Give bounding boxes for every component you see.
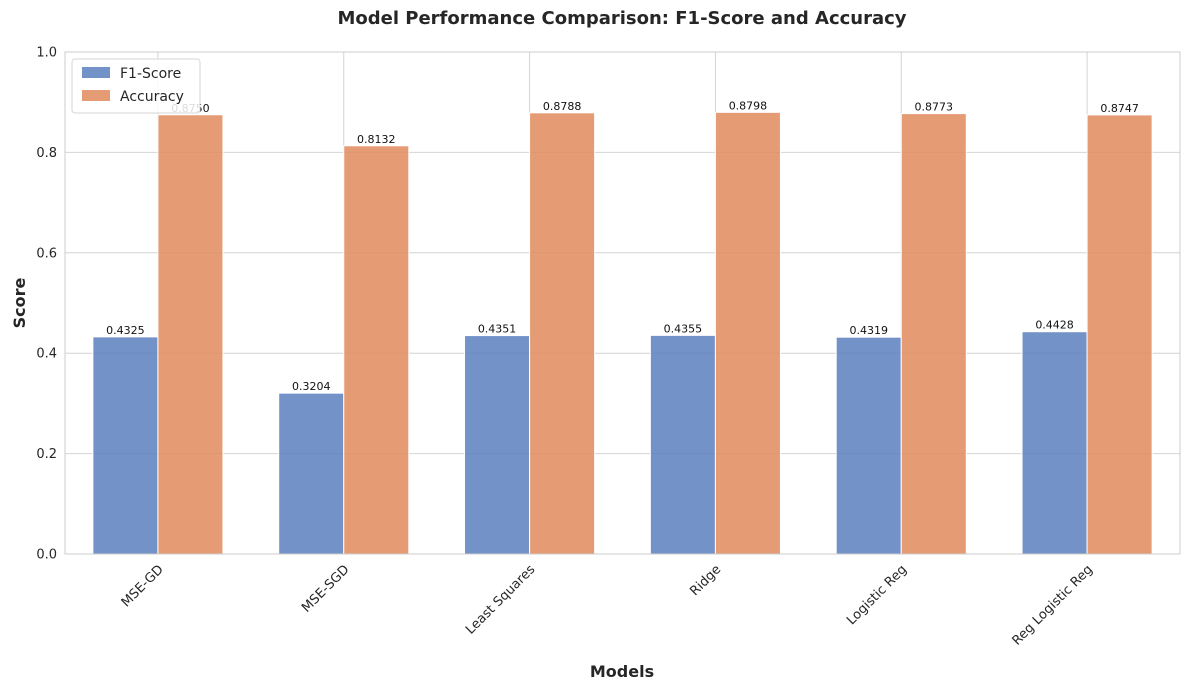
grid bbox=[65, 51, 1180, 555]
bar-value-label: 0.8747 bbox=[1100, 102, 1139, 115]
bar-value-label: 0.4428 bbox=[1035, 319, 1074, 332]
legend-label: Accuracy bbox=[120, 89, 184, 105]
y-tick-label: 0.0 bbox=[36, 548, 57, 563]
x-tick-label: MSE-SGD bbox=[299, 562, 353, 616]
bar-value-label: 0.8788 bbox=[543, 100, 582, 113]
bar-accuracy bbox=[157, 114, 224, 555]
bar-value-label: 0.8132 bbox=[357, 133, 396, 146]
bars: 0.4325 0.3204 0.4351 0.4355 0.4319 0.4428 0.87… bbox=[92, 99, 1153, 555]
x-tick-label: MSE-GD bbox=[119, 562, 167, 610]
bar-f1-score bbox=[92, 336, 159, 555]
y-tick-label: 0.6 bbox=[36, 246, 57, 261]
bar-accuracy bbox=[714, 111, 781, 555]
bar-accuracy bbox=[1086, 114, 1153, 555]
bar-f1-score bbox=[464, 335, 531, 555]
legend-label: F1-Score bbox=[120, 66, 181, 82]
legend-swatch bbox=[82, 67, 110, 78]
bar-value-label: 0.4351 bbox=[478, 323, 517, 336]
bar-accuracy bbox=[343, 145, 410, 555]
bar-f1-score bbox=[1021, 331, 1088, 555]
y-tick-label: 0.4 bbox=[36, 347, 57, 362]
bar-f1-score bbox=[649, 334, 716, 555]
legend: F1-Score Accuracy bbox=[71, 58, 201, 114]
bar-f1-score bbox=[278, 392, 345, 555]
bar-value-label: 0.4355 bbox=[664, 322, 703, 335]
legend-swatch bbox=[82, 90, 110, 101]
plot-frame bbox=[64, 51, 1181, 555]
x-tick-label: Reg Logistic Reg bbox=[1010, 562, 1096, 648]
bar-value-label: 0.4319 bbox=[849, 324, 888, 337]
bar-accuracy bbox=[900, 113, 967, 555]
bar-value-label: 0.8798 bbox=[729, 99, 768, 112]
y-axis-label: Score bbox=[10, 277, 29, 328]
bar-value-label: 0.8773 bbox=[915, 101, 954, 114]
bar-f1-score bbox=[835, 336, 902, 555]
y-tick-label: 1.0 bbox=[36, 46, 57, 61]
chart-title: Model Performance Comparison: F1-Score a… bbox=[337, 8, 906, 29]
plot-border bbox=[64, 51, 1181, 555]
y-tick-label: 0.2 bbox=[36, 447, 57, 462]
bar-value-label: 0.3204 bbox=[292, 380, 331, 393]
bar-accuracy bbox=[529, 112, 596, 555]
x-axis-label: Models bbox=[590, 662, 654, 681]
x-tick-label: Least Squares bbox=[463, 562, 538, 637]
y-tick-label: 0.8 bbox=[36, 146, 57, 161]
x-tick-label: Logistic Reg bbox=[844, 562, 910, 628]
x-tick-label: Ridge bbox=[687, 562, 724, 599]
bar-value-label: 0.4325 bbox=[106, 324, 145, 337]
